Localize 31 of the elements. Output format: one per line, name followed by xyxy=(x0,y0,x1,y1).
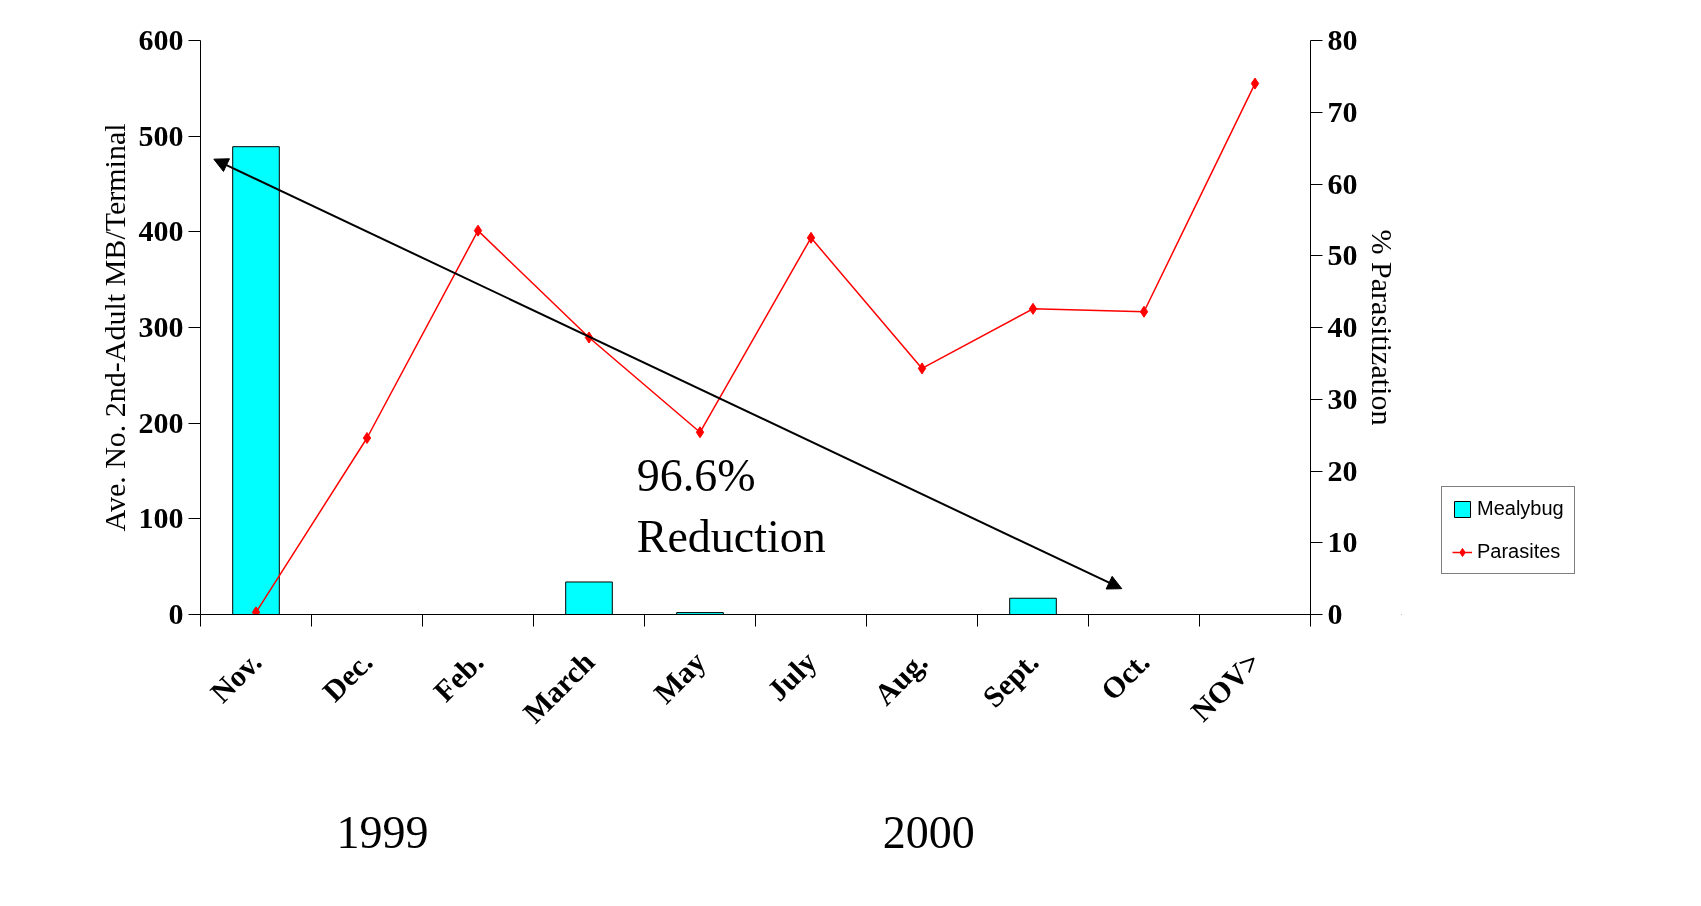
y2-tick-label: 80 xyxy=(1327,23,1358,56)
x-tick-label: Sept. xyxy=(975,644,1045,714)
y2-tick-label: 0 xyxy=(1327,597,1343,630)
y2-tick-label: 70 xyxy=(1327,94,1358,128)
y2-tick-label: 10 xyxy=(1327,525,1358,559)
y2-tick-label: 60 xyxy=(1327,166,1358,200)
y-tick-label: 400 xyxy=(138,214,184,248)
y-tick-label: 600 xyxy=(138,23,184,56)
text: 1999 xyxy=(336,806,429,858)
x-tick-label: Aug. xyxy=(867,644,934,712)
y2-tick-label: 50 xyxy=(1327,238,1358,272)
y2-tick-label: 40 xyxy=(1327,310,1358,343)
y-tick-label: 0 xyxy=(168,597,184,630)
x-tick-label: Oct. xyxy=(1094,644,1156,707)
annotation: 96.6% Reduction xyxy=(636,449,826,562)
x-tick-label: Feb. xyxy=(426,644,490,708)
text: 2000 xyxy=(882,806,975,858)
y2-tick-label: 20 xyxy=(1327,453,1358,487)
y-axis-title: Ave. No. 2nd-Adult MB/Terminal xyxy=(97,123,131,532)
legend-label: Parasites xyxy=(1477,540,1561,563)
x-tick-label: July xyxy=(760,644,823,708)
x-tick-label: May xyxy=(647,644,712,710)
y2-axis-title: % Parasitization xyxy=(1365,229,1399,426)
y-tick-label: 200 xyxy=(138,405,184,439)
legend-label: Mealybug xyxy=(1477,497,1564,520)
y-tick-label: 300 xyxy=(138,310,184,343)
y-tick-label: 500 xyxy=(138,118,184,152)
x-tick-label: Nov. xyxy=(203,644,268,709)
x-tick-label: Dec. xyxy=(315,644,379,708)
y2-tick-label: 30 xyxy=(1327,381,1358,415)
y-tick-label: 100 xyxy=(138,501,184,535)
